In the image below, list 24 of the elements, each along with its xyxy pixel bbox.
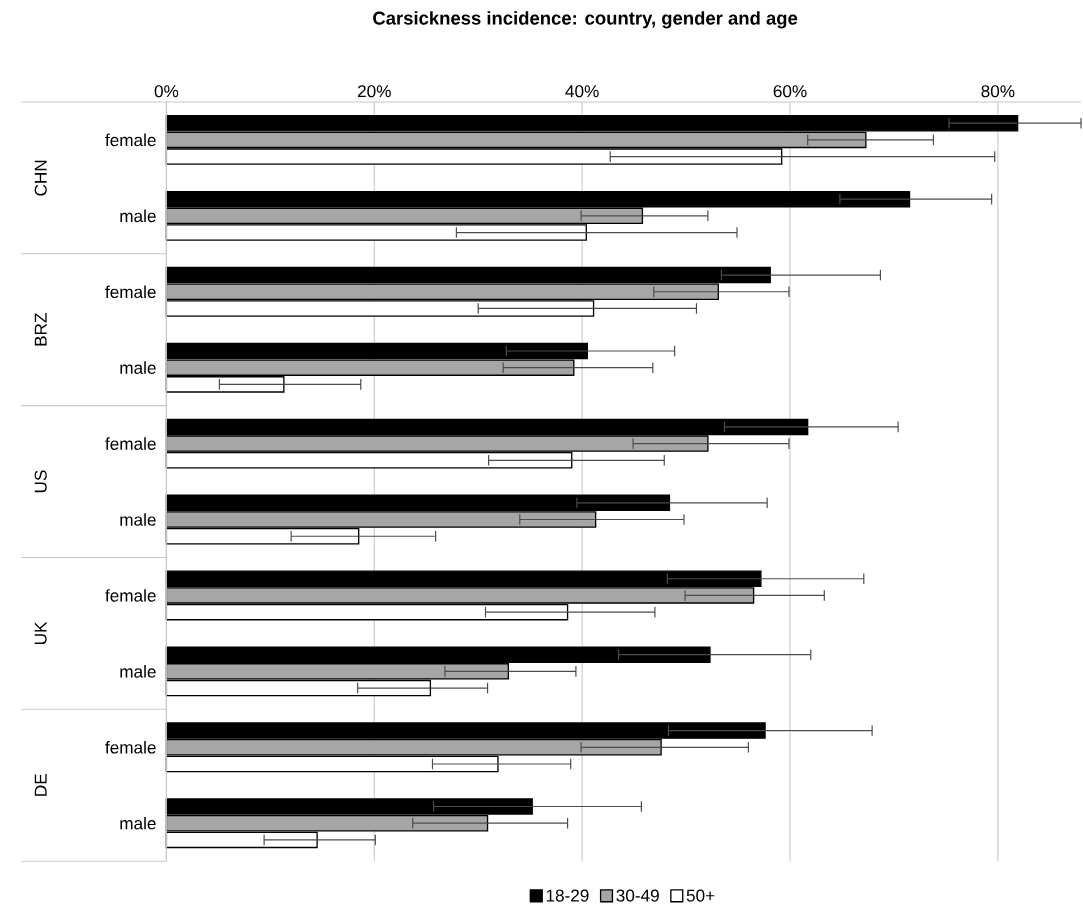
text: UK	[34, 621, 47, 645]
y-tick-label: male	[120, 513, 156, 527]
y-tick-label: female	[105, 133, 156, 147]
x-tick-label: 80%	[981, 85, 1015, 98]
y-tick-label: male	[120, 361, 156, 375]
legend-label: 50+	[686, 889, 715, 902]
y-tick-label: female	[105, 437, 156, 451]
y-tick-label: female	[105, 741, 156, 754]
y-tick-label: male	[120, 817, 156, 830]
text: CHN	[34, 160, 47, 196]
text: BRZ	[34, 313, 47, 346]
text: US	[34, 470, 47, 493]
y-tick-label: female	[105, 285, 156, 299]
y-tick-label: male	[120, 665, 156, 678]
x-tick-label: 40%	[565, 85, 599, 98]
y-tick-label: male	[120, 209, 156, 223]
x-tick-label: 20%	[357, 85, 391, 98]
x-tick-label: 60%	[773, 85, 807, 98]
chart-title: Carsickness incidence: country, gender and age	[373, 11, 798, 29]
x-tick-label: 0%	[154, 85, 179, 98]
y-tick-label: female	[105, 589, 156, 602]
text: DE	[34, 774, 47, 796]
legend-label: 18-29	[546, 889, 589, 902]
legend-label: 30-49	[616, 889, 659, 902]
